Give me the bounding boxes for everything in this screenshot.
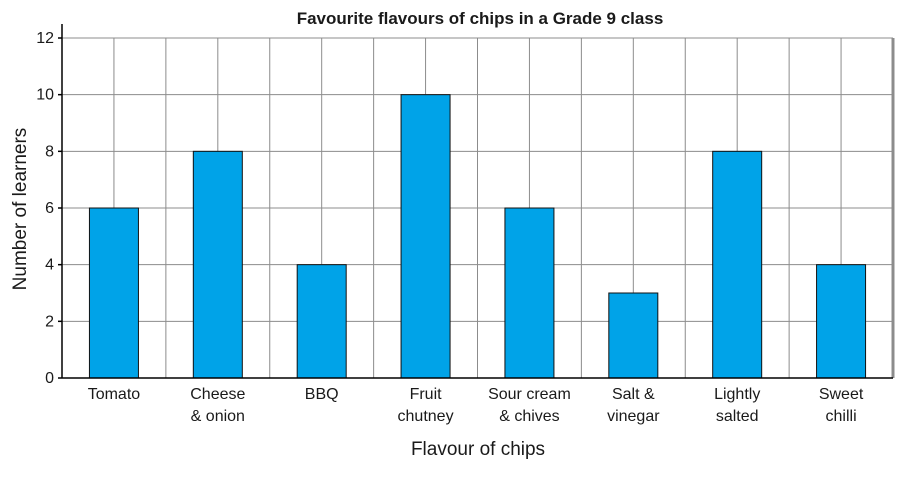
x-tick-labels: Tomato Cheese & onion BBQ Fruit chutney Sour c… bbox=[88, 386, 864, 425]
x-tick-label: Cheese bbox=[190, 386, 245, 403]
y-tick-label: 6 bbox=[45, 200, 54, 217]
x-tick-label: Sweet bbox=[819, 386, 864, 403]
bar-sweet-chilli bbox=[816, 264, 867, 379]
x-tick-label: salted bbox=[716, 408, 759, 425]
y-tick-label: 4 bbox=[45, 257, 54, 274]
bar-bbq bbox=[296, 264, 347, 379]
y-tick-label: 12 bbox=[36, 30, 54, 47]
y-tick-label: 10 bbox=[36, 87, 54, 104]
y-tick-label: 0 bbox=[45, 370, 54, 387]
bar-fruit-chutney bbox=[400, 94, 451, 379]
bar-tomato bbox=[88, 207, 139, 379]
x-axis-label: Flavour of chips bbox=[411, 439, 545, 460]
bar-cheese-onion bbox=[192, 150, 243, 379]
y-tick-label: 2 bbox=[45, 313, 54, 330]
x-tick-label: Sour cream bbox=[488, 386, 571, 403]
gridlines bbox=[62, 37, 895, 378]
x-tick-label: Lightly bbox=[714, 386, 760, 403]
x-tick-label: BBQ bbox=[305, 386, 339, 403]
x-tick-label: Salt & bbox=[612, 386, 655, 403]
y-tick-label: 8 bbox=[45, 143, 54, 160]
chart-title: Favourite flavours of chips in a Grade 9… bbox=[297, 9, 664, 28]
axes bbox=[58, 24, 893, 379]
x-tick-label: vinegar bbox=[607, 408, 660, 425]
x-tick-label: & chives bbox=[499, 408, 559, 425]
y-axis-label: Number of learners bbox=[10, 128, 31, 291]
bar-sour-cream-chives bbox=[504, 207, 555, 379]
x-tick-label: chilli bbox=[826, 408, 857, 425]
x-tick-label: Fruit bbox=[410, 386, 443, 403]
bar-salt-vinegar bbox=[608, 292, 659, 379]
bars bbox=[88, 94, 867, 379]
y-tick-labels: 0 2 4 6 8 10 12 bbox=[36, 30, 54, 387]
bar-lightly-salted bbox=[712, 150, 763, 379]
x-tick-label: Tomato bbox=[88, 386, 141, 403]
x-tick-label: chutney bbox=[398, 408, 454, 425]
x-tick-label: & onion bbox=[191, 408, 245, 425]
